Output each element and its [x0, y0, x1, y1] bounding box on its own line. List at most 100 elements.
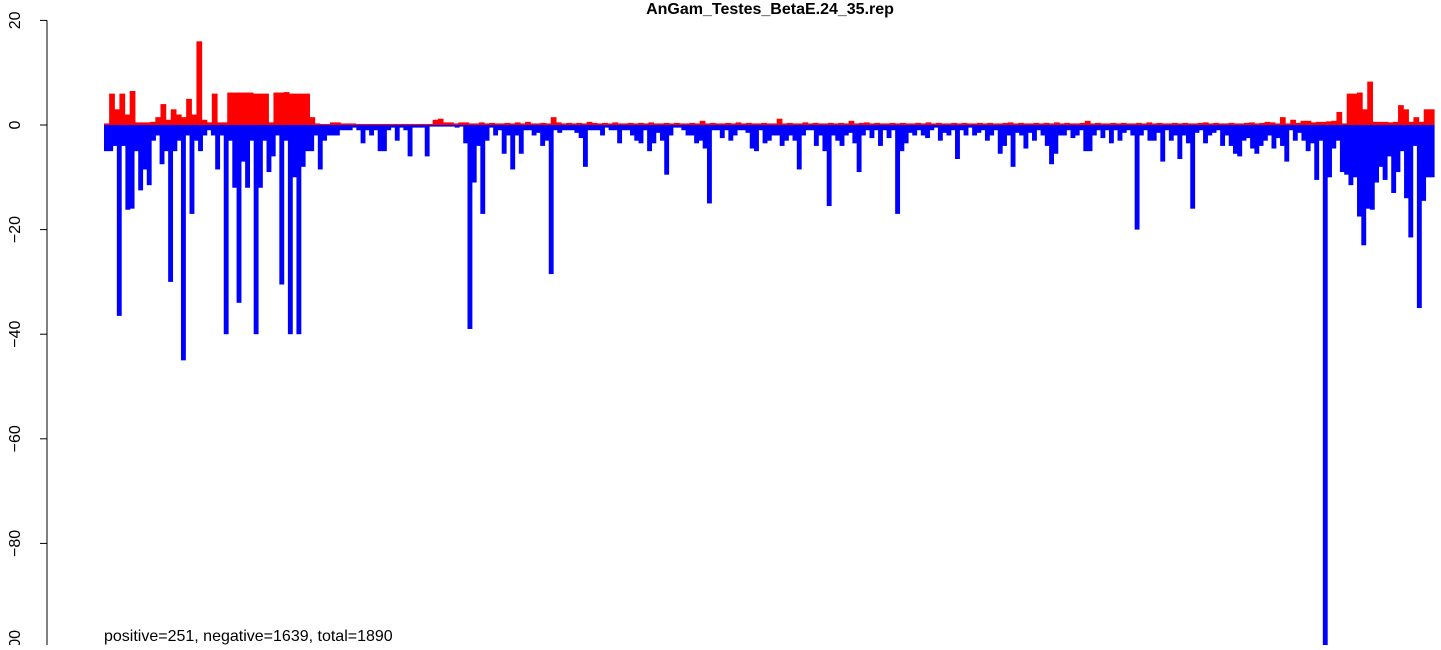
- negative-bar: [1267, 125, 1273, 136]
- positive-bar: [668, 123, 675, 125]
- positive-bar: [699, 120, 706, 125]
- negative-bar: [373, 125, 379, 131]
- negative-bar: [1352, 125, 1358, 178]
- negative-bar: [1177, 125, 1183, 159]
- negative-bar: [1104, 125, 1110, 131]
- negative-bar: [907, 125, 913, 133]
- positive-bar: [725, 122, 732, 125]
- negative-bar: [1395, 125, 1401, 173]
- positive-bar: [119, 93, 126, 125]
- negative-bar: [989, 125, 995, 136]
- negative-bar: [1404, 125, 1409, 199]
- y-tick-label: −60: [7, 425, 24, 452]
- positive-bar: [1156, 122, 1163, 125]
- positive-bar: [442, 122, 449, 125]
- positive-bar: [966, 123, 973, 125]
- positive-bar: [1387, 122, 1394, 125]
- negative-bar: [151, 125, 156, 141]
- chart-title: AnGam_Testes_BetaE.24_35.rep: [646, 1, 894, 18]
- negative-bar: [1091, 125, 1097, 136]
- positive-bar: [632, 123, 639, 125]
- positive-bar: [468, 123, 475, 125]
- positive-bar: [663, 122, 670, 125]
- positive-bar: [494, 123, 501, 125]
- positive-bar: [946, 123, 952, 125]
- negative-bar: [424, 125, 430, 157]
- negative-bar: [399, 125, 404, 128]
- positive-bar: [124, 114, 131, 125]
- positive-bar: [1336, 111, 1343, 125]
- positive-bar: [530, 123, 536, 125]
- positive-bar: [638, 122, 644, 125]
- negative-bar: [232, 125, 238, 188]
- negative-bar: [634, 125, 640, 141]
- positive-bar: [242, 92, 249, 125]
- negative-bar: [1429, 125, 1435, 178]
- positive-bar: [740, 123, 747, 125]
- negative-bar: [929, 125, 935, 131]
- negative-bar: [1254, 125, 1260, 154]
- negative-bar: [292, 125, 298, 178]
- negative-bar: [1421, 125, 1427, 201]
- negative-bar: [984, 125, 990, 141]
- negative-bar: [193, 125, 199, 141]
- positive-bar: [1161, 123, 1168, 125]
- negative-bar: [240, 125, 246, 162]
- negative-bar: [266, 125, 272, 173]
- positive-bar: [761, 122, 768, 125]
- negative-bar: [766, 125, 772, 141]
- negative-bar: [689, 125, 695, 136]
- negative-bar: [724, 125, 729, 131]
- positive-bar: [448, 122, 454, 125]
- negative-bar: [420, 125, 426, 128]
- negative-bar: [685, 125, 691, 136]
- positive-bar: [648, 122, 655, 125]
- negative-bar: [488, 125, 494, 128]
- negative-bar: [561, 125, 567, 131]
- positive-bar: [1367, 81, 1373, 125]
- positive-bar: [899, 122, 906, 125]
- positive-bar: [596, 123, 603, 125]
- negative-bar: [104, 125, 109, 152]
- negative-bar: [467, 125, 473, 329]
- positive-bar: [309, 117, 316, 125]
- positive-bar: [278, 92, 285, 125]
- negative-bar: [531, 125, 537, 136]
- negative-bar: [471, 125, 477, 183]
- positive-bar: [879, 123, 886, 125]
- positive-bar: [1228, 122, 1235, 125]
- positive-bar: [925, 122, 932, 125]
- negative-bar: [822, 125, 828, 152]
- positive-bar: [145, 122, 151, 125]
- negative-bar: [1314, 125, 1320, 180]
- positive-bar: [1192, 123, 1199, 125]
- negative-bar: [702, 125, 708, 149]
- positive-bar: [1023, 123, 1029, 125]
- y-tick-label: −40: [7, 321, 24, 348]
- positive-bar: [181, 117, 187, 125]
- negative-bar: [1220, 125, 1226, 146]
- negative-bar: [831, 125, 836, 136]
- positive-bar: [258, 93, 264, 125]
- positive-bar: [941, 123, 947, 125]
- positive-bar: [1331, 120, 1338, 125]
- positive-bar: [864, 122, 870, 125]
- negative-bar: [1237, 125, 1243, 157]
- positive-bar: [1187, 123, 1194, 125]
- negative-bar: [890, 125, 896, 131]
- negative-bar: [1233, 125, 1238, 154]
- negative-bar: [1117, 125, 1123, 141]
- positive-bar: [771, 123, 778, 125]
- positive-bar: [1295, 122, 1302, 125]
- negative-bar: [762, 125, 768, 144]
- positive-bar: [915, 122, 922, 125]
- negative-bar: [963, 125, 969, 136]
- positive-bar: [160, 104, 167, 125]
- negative-bar: [754, 125, 759, 152]
- positive-bar: [1038, 123, 1045, 125]
- negative-bar: [993, 125, 999, 131]
- negative-bar: [1121, 125, 1127, 133]
- negative-bar: [1386, 125, 1392, 157]
